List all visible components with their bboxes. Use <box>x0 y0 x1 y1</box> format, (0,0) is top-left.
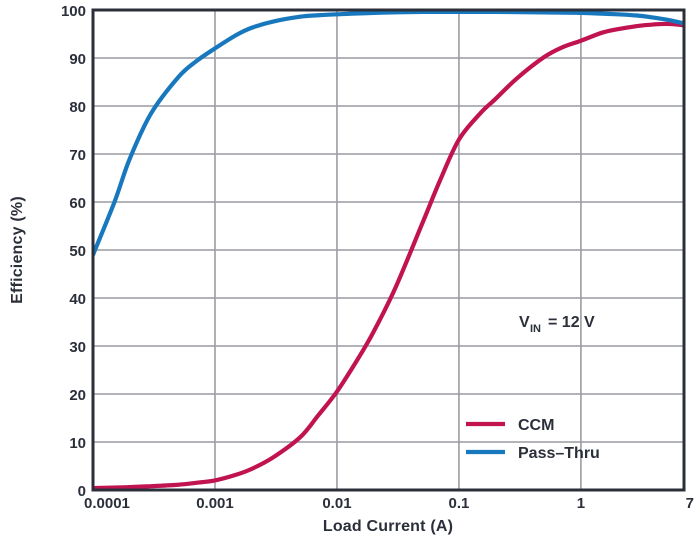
vin-annotation: V IN = 12 V <box>519 314 595 335</box>
x-tick-label: 7 <box>686 495 694 512</box>
x-tick-label: 1 <box>577 495 585 512</box>
y-tick-label: 10 <box>69 435 86 452</box>
y-tick-label: 100 <box>61 3 86 20</box>
y-tick-label: 60 <box>69 195 86 212</box>
series-line-pass-thru <box>93 10 684 257</box>
plot-frame <box>91 8 686 492</box>
y-tick-label: 20 <box>69 387 86 404</box>
y-tick-label: 70 <box>69 147 86 164</box>
y-tick-label: 50 <box>69 243 86 260</box>
y-tick-label: 90 <box>69 51 86 68</box>
x-tick-label: 0.01 <box>322 495 351 512</box>
x-axis-tick-labels: 0.0001 0.001 0.01 0.1 1 7 <box>84 495 694 512</box>
x-axis-title: Load Current (A) <box>323 518 453 535</box>
y-tick-label: 80 <box>69 99 86 116</box>
y-axis-title: Efficiency (%) <box>9 196 26 304</box>
y-tick-label: 30 <box>69 339 86 356</box>
x-tick-label: 0.1 <box>449 495 470 512</box>
vertical-gridlines <box>214 10 582 490</box>
legend-label: Pass–Thru <box>518 445 600 462</box>
series-line-ccm <box>93 21 684 490</box>
horizontal-gridlines <box>93 57 684 443</box>
legend-label: CCM <box>518 417 554 434</box>
x-tick-label: 0.0001 <box>84 495 130 512</box>
data-series-layer <box>93 10 684 490</box>
vin-subscript: IN <box>530 323 541 335</box>
x-tick-label: 0.001 <box>196 495 234 512</box>
chart-legend: CCM Pass–Thru <box>466 417 600 462</box>
y-tick-label: 0 <box>78 483 86 500</box>
y-tick-label: 40 <box>69 291 86 308</box>
vin-symbol: V <box>519 314 530 331</box>
vin-value: = 12 V <box>548 314 595 331</box>
